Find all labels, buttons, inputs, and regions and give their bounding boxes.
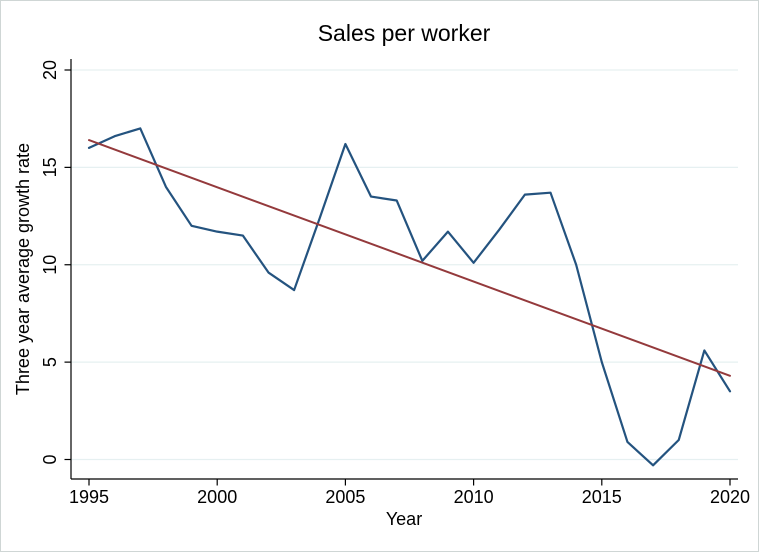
linear-trend-line — [88, 139, 731, 377]
x-axis-label: Year — [386, 509, 422, 529]
y-tick-label-5: 5 — [40, 357, 60, 367]
x-tick-label-2005: 2005 — [325, 487, 365, 507]
x-tick-label-2010: 2010 — [454, 487, 494, 507]
y-tick-label-20: 20 — [40, 60, 60, 80]
axes — [70, 59, 738, 480]
sales-per-worker-growth-line — [87, 127, 732, 467]
x-tick-label-1995: 1995 — [69, 487, 109, 507]
chart-title: Sales per worker — [318, 20, 491, 46]
y-tick-label-15: 15 — [40, 157, 60, 177]
x-tick-label-2020: 2020 — [710, 487, 750, 507]
gridlines — [71, 69, 738, 461]
x-tick-label-2015: 2015 — [582, 487, 622, 507]
x-tick-label-2000: 2000 — [197, 487, 237, 507]
y-tick-label-0: 0 — [40, 454, 60, 464]
tick-marks-and-labels: 0 5 10 15 20 1995 2000 2005 2010 2015 2020 — [40, 60, 750, 507]
data-series — [87, 127, 732, 467]
y-tick-label-10: 10 — [40, 255, 60, 275]
y-axis-label: Three year average growth rate — [13, 143, 33, 395]
